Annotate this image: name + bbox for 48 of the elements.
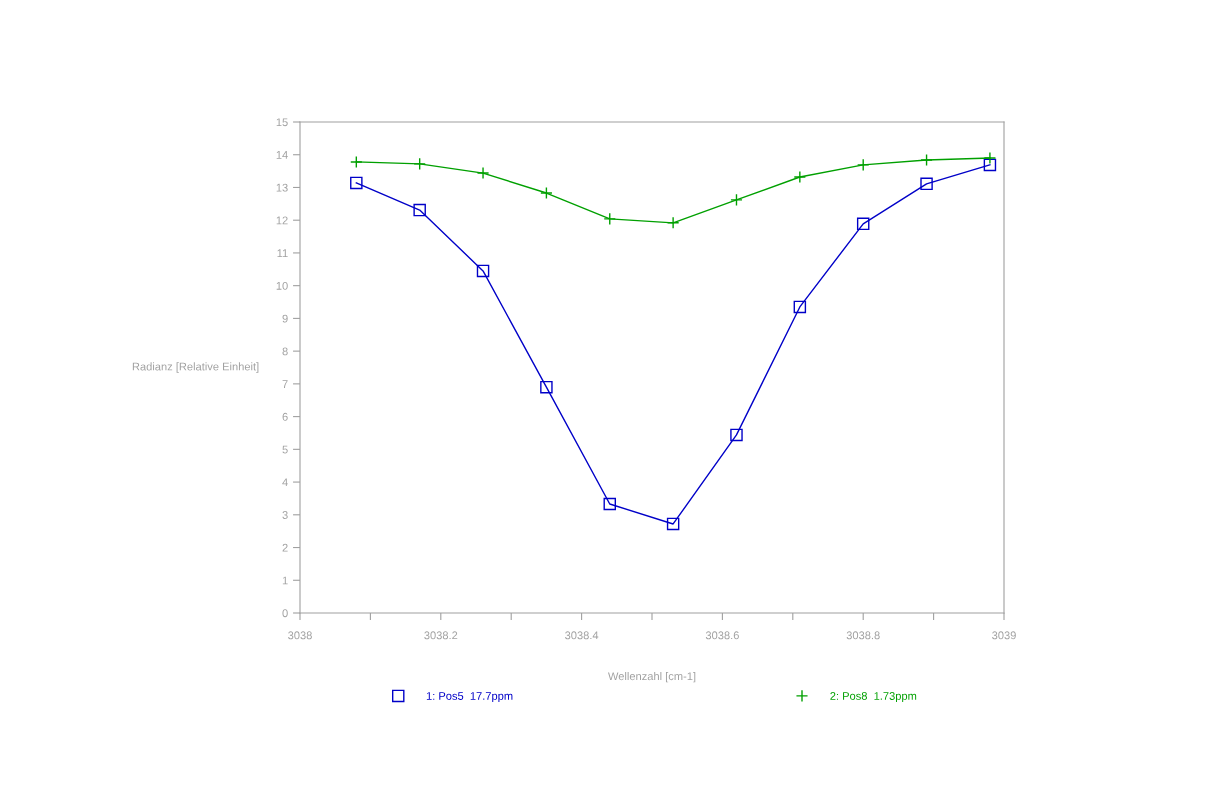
point [983, 158, 997, 172]
x-axis-title: Wellenzahl [cm-1] [608, 671, 696, 683]
point [350, 176, 363, 190]
y-tick-label: 7 [282, 380, 288, 388]
text: 3038.2 [424, 631, 458, 640]
legend-label: 1: Pos5 17.7ppm [426, 692, 513, 703]
x-tick-label: 3038 [288, 631, 312, 640]
point [603, 212, 617, 226]
x-tick-label: 3039 [992, 631, 1016, 640]
y-tick-label: 4 [282, 478, 288, 487]
point [730, 428, 743, 442]
y-tick-label: 12 [276, 216, 288, 225]
point [540, 186, 553, 200]
y-tick-label: 5 [282, 445, 288, 454]
text: 3038.8 [846, 631, 880, 640]
point [983, 151, 997, 165]
y-tick-label: 2 [282, 543, 288, 552]
point [413, 203, 426, 217]
text: 3038.6 [705, 631, 739, 640]
y-tick-label: 0 [282, 609, 288, 618]
y-tick-label: 9 [282, 314, 288, 323]
point [350, 155, 363, 169]
point [666, 517, 680, 531]
text: 3038.4 [565, 631, 599, 640]
point [666, 216, 680, 230]
y-tick-label: 8 [282, 347, 288, 356]
y-tick-label: 3 [282, 511, 288, 519]
y-tick-label: 15 [276, 118, 288, 127]
point [856, 158, 870, 172]
y-tick-label: 11 [277, 249, 288, 257]
point [476, 264, 490, 278]
point [603, 497, 617, 511]
y-tick-label: 6 [282, 412, 288, 421]
point [856, 217, 870, 231]
point [476, 166, 490, 180]
point [730, 193, 743, 207]
point [793, 300, 807, 314]
y-tick-label: 10 [276, 281, 288, 290]
y-tick-label: 13 [276, 183, 288, 192]
point [793, 170, 807, 184]
y-tick-label: 1 [282, 576, 288, 585]
y-axis-title: Radianz [Relative Einheit] [132, 362, 259, 373]
point [920, 177, 933, 191]
point [920, 153, 933, 167]
point [413, 157, 426, 171]
legend-label: 2: Pos8 1.73ppm [830, 692, 917, 703]
y-tick-label: 14 [276, 151, 288, 159]
point [540, 380, 553, 394]
